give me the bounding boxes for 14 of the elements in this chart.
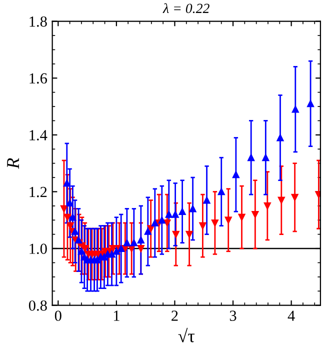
y-tick-label: 1.2 xyxy=(30,186,47,198)
x-tick-label: 2 xyxy=(172,310,178,321)
x-tick-label: 1 xyxy=(114,310,120,321)
x-tick-label: 4 xyxy=(288,310,295,321)
y-tick-label: 1.0 xyxy=(30,244,47,254)
x-tick-label: 3 xyxy=(230,310,236,321)
y-tick-label: 0.8 xyxy=(28,300,47,311)
y-axis-title: R xyxy=(7,158,19,169)
chart-title: λ = 0.22 xyxy=(162,3,210,14)
x-axis-title: √τ xyxy=(178,328,195,342)
x-tick-label: 0 xyxy=(54,310,62,321)
y-tick-label: 1.4 xyxy=(30,130,48,140)
y-tick-label: 1.6 xyxy=(30,73,48,84)
y-tick-label: 1.8 xyxy=(30,16,47,27)
